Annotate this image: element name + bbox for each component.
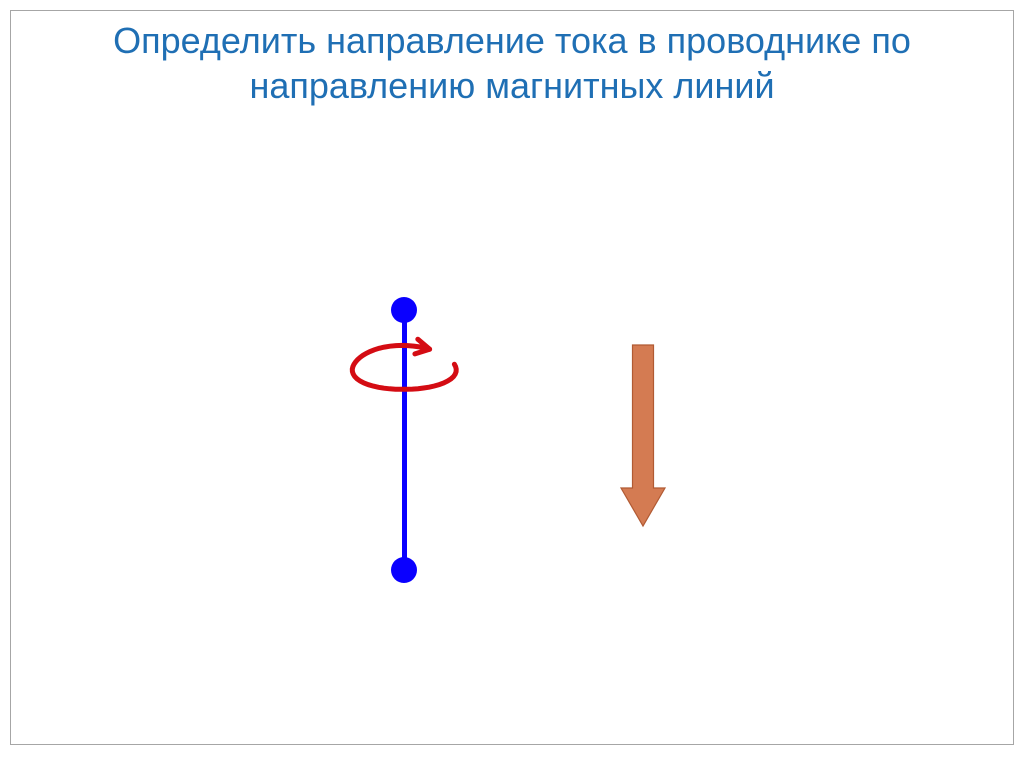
conductor-endpoint-bottom [391, 557, 417, 583]
direction-arrow [613, 345, 673, 526]
direction-arrow-path [621, 345, 665, 526]
direction-arrow-svg [613, 345, 673, 526]
magnetic-field-loop [334, 328, 474, 408]
slide-title: Определить направление тока в проводнике… [40, 18, 984, 108]
field-loop-svg [334, 328, 474, 408]
conductor-endpoint-top [391, 297, 417, 323]
field-loop-path [352, 345, 456, 389]
slide-frame [10, 10, 1014, 745]
